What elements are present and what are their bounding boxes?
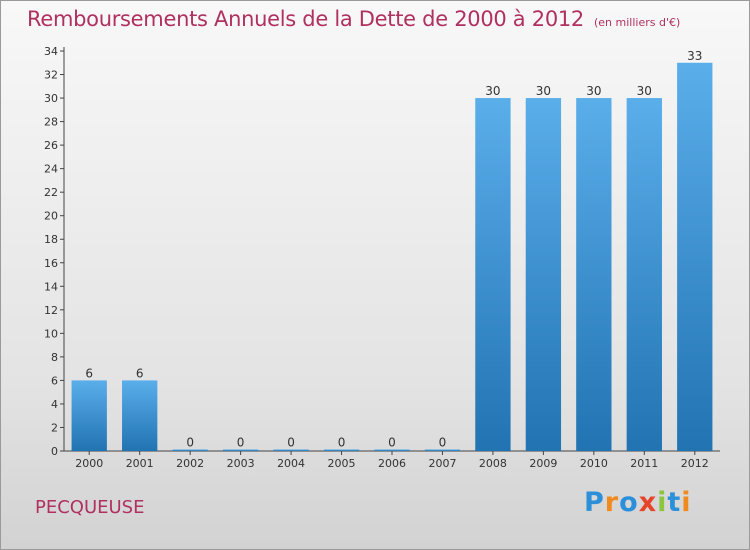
y-tick-label: 4	[51, 398, 58, 411]
x-tick-label: 2009	[529, 457, 557, 470]
y-tick-label: 34	[44, 45, 58, 58]
x-tick-label: 2003	[227, 457, 255, 470]
y-tick-label: 10	[44, 327, 58, 340]
x-tick-label: 2002	[176, 457, 204, 470]
bar-2001[interactable]	[122, 380, 158, 451]
y-tick-label: 20	[44, 210, 58, 223]
y-tick-label: 32	[44, 69, 58, 82]
y-tick-label: 14	[44, 280, 58, 293]
x-tick-label: 2012	[681, 457, 709, 470]
value-label: 0	[388, 436, 396, 450]
logo-letter: o	[619, 487, 639, 518]
bar-2009[interactable]	[525, 98, 562, 451]
logo-letter: P	[584, 487, 605, 518]
bar-2000[interactable]	[71, 380, 107, 451]
value-label: 33	[687, 49, 702, 63]
x-tick-label: 2005	[328, 457, 356, 470]
value-label: 0	[287, 436, 295, 450]
place-name: PECQUEUSE	[35, 497, 145, 518]
x-tick-label: 2006	[378, 457, 406, 470]
value-label: 6	[136, 366, 144, 380]
proxiti-logo[interactable]: Proxiti	[584, 487, 692, 518]
chart-labels: 2000 6 2001 6 2002 0 2003 0 2004 0 2005 0 2006 0 2007 0…	[75, 49, 709, 470]
value-label: 0	[439, 436, 447, 450]
y-tick-label: 30	[44, 92, 58, 105]
x-tick-label: 2008	[479, 457, 507, 470]
y-tick-label: 28	[44, 116, 58, 129]
bar-2012[interactable]	[677, 62, 713, 451]
bar-2010[interactable]	[576, 98, 612, 451]
logo-letter: t	[667, 487, 682, 518]
x-tick-label: 2010	[580, 457, 608, 470]
bar-2007[interactable]	[424, 449, 461, 452]
value-label: 30	[485, 84, 500, 98]
x-tick-label: 2007	[428, 457, 456, 470]
value-label: 0	[338, 436, 346, 450]
y-tick-label: 16	[44, 257, 58, 270]
y-tick-label: 26	[44, 139, 58, 152]
bar-2006[interactable]	[374, 449, 410, 452]
value-label: 0	[237, 436, 245, 450]
y-tick-label: 18	[44, 233, 58, 246]
y-tick-label: 22	[44, 186, 58, 199]
logo-letter: r	[604, 487, 620, 518]
logo-letter: i	[681, 487, 692, 518]
x-tick-label: 2004	[277, 457, 305, 470]
logo-letter: i	[657, 487, 668, 518]
bar-2005[interactable]	[323, 449, 360, 452]
value-label: 30	[536, 84, 551, 98]
y-tick-label: 6	[51, 374, 58, 387]
bar-2002[interactable]	[172, 449, 208, 452]
y-tick-label: 2	[51, 421, 58, 434]
chart-title-text: Remboursements Annuels de la Dette de 20…	[27, 7, 584, 31]
x-tick-label: 2000	[75, 457, 103, 470]
logo-letter: x	[638, 487, 658, 518]
x-tick-label: 2011	[630, 457, 658, 470]
chart-subtitle: (en milliers d'€)	[594, 16, 681, 29]
y-tick-label: 24	[44, 163, 58, 176]
value-label: 30	[586, 84, 601, 98]
y-tick-label: 8	[51, 351, 58, 364]
bar-2004[interactable]	[273, 449, 309, 452]
y-tick-label: 12	[44, 304, 58, 317]
bar-2003[interactable]	[222, 449, 259, 452]
x-tick-label: 2001	[126, 457, 154, 470]
bar-2008[interactable]	[475, 98, 511, 451]
bar-2011[interactable]	[626, 98, 662, 451]
value-label: 30	[637, 84, 652, 98]
chart-title: Remboursements Annuels de la Dette de 20…	[27, 7, 680, 31]
y-tick-label: 0	[51, 445, 58, 458]
chart-bars	[71, 62, 713, 452]
value-label: 6	[85, 366, 93, 380]
value-label: 0	[186, 436, 194, 450]
